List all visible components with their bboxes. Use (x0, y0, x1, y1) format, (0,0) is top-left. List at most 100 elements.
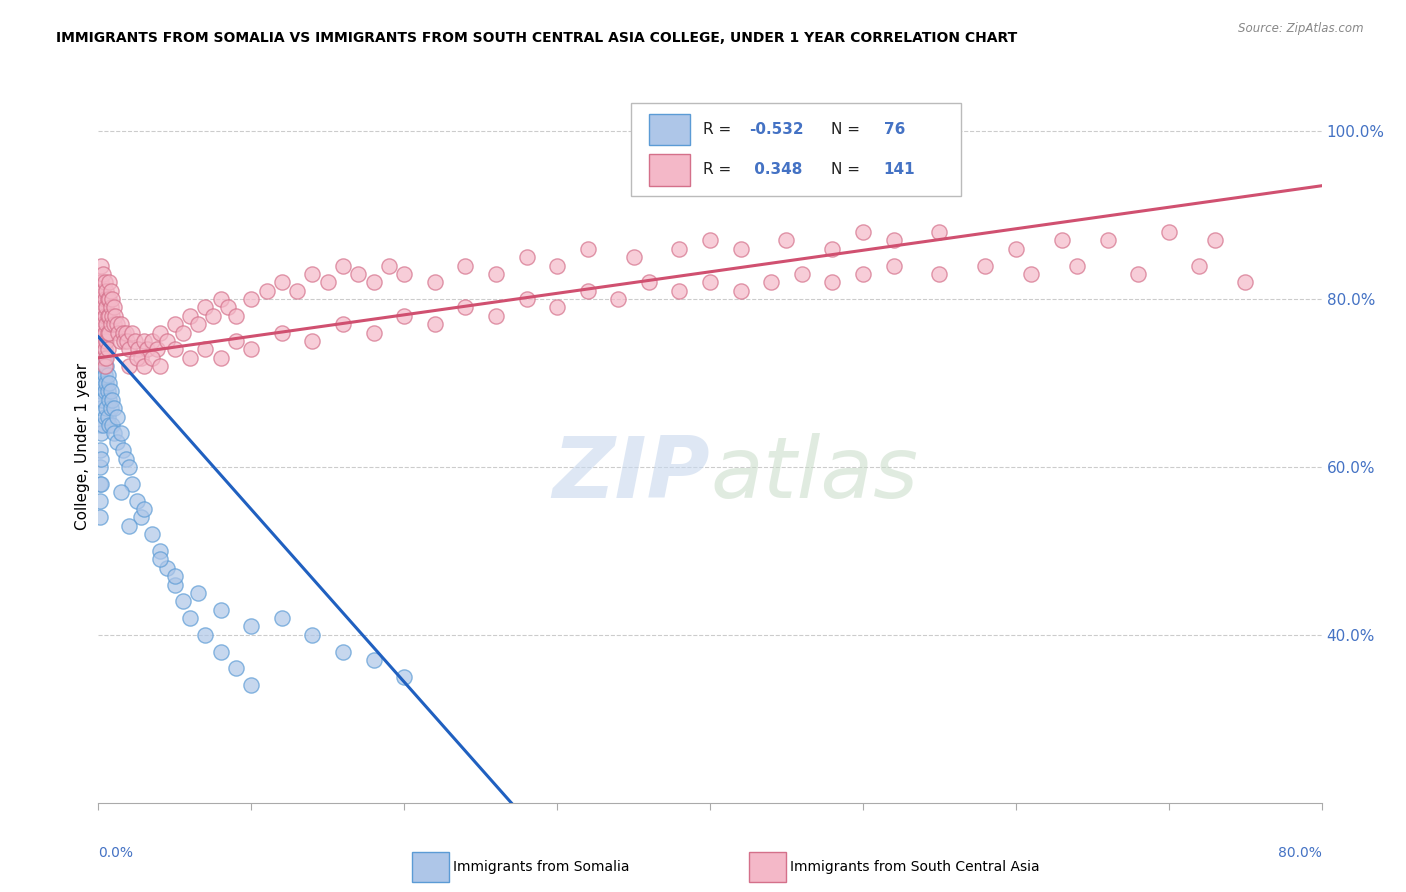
Point (485, 267, 508, 281)
Point (179, 611, 201, 625)
Point (129, 351, 152, 365)
Point (111, 443, 134, 458)
Point (89, 292, 111, 306)
Point (301, 334, 323, 348)
Point (270, 275, 292, 289)
Point (163, 343, 186, 357)
Point (97, 343, 120, 357)
Point (115, 451, 138, 466)
Point (423, 318, 446, 332)
Point (94, 318, 117, 332)
Point (118, 460, 141, 475)
Point (115, 326, 138, 340)
Point (225, 661, 247, 675)
Point (134, 334, 156, 348)
Point (110, 426, 132, 441)
FancyBboxPatch shape (648, 114, 690, 145)
Point (101, 417, 124, 432)
Point (98, 309, 121, 323)
Point (141, 351, 163, 365)
Point (94, 301, 117, 315)
Point (145, 343, 167, 357)
Point (105, 434, 128, 449)
Point (118, 343, 141, 357)
Point (94, 351, 117, 365)
Point (1188, 259, 1211, 273)
Text: ZIP: ZIP (553, 433, 710, 516)
Point (759, 275, 782, 289)
Point (100, 284, 122, 298)
Text: R =: R = (703, 122, 735, 137)
Point (240, 292, 263, 306)
Point (97, 409, 120, 424)
Point (883, 233, 905, 247)
Point (821, 275, 844, 289)
Point (163, 577, 186, 591)
Point (172, 326, 194, 340)
Point (101, 392, 124, 407)
Point (124, 334, 146, 348)
Point (89, 275, 111, 289)
Point (852, 225, 875, 239)
Point (97, 326, 120, 340)
Point (89, 476, 111, 491)
Point (112, 334, 135, 348)
Text: N =: N = (831, 162, 865, 178)
Point (332, 318, 354, 332)
Point (121, 476, 143, 491)
Point (378, 259, 401, 273)
Point (149, 326, 172, 340)
Point (89, 510, 111, 524)
Point (187, 318, 209, 332)
Point (454, 301, 477, 315)
Point (97, 368, 120, 382)
Point (90, 426, 112, 441)
Y-axis label: College, Under 1 year: College, Under 1 year (75, 362, 90, 530)
Point (194, 301, 217, 315)
Point (90, 292, 112, 306)
Point (89, 309, 111, 323)
Point (91, 284, 114, 298)
Point (209, 292, 232, 306)
Point (94, 334, 117, 348)
Point (928, 225, 950, 239)
Point (97, 309, 120, 323)
Point (94, 376, 117, 390)
Text: Immigrants from Somalia: Immigrants from Somalia (453, 860, 630, 874)
Point (347, 267, 370, 281)
Point (332, 645, 354, 659)
Point (127, 343, 149, 357)
Point (100, 301, 122, 315)
Point (91, 417, 114, 432)
Point (240, 343, 263, 357)
Text: 80.0%: 80.0% (1278, 846, 1322, 860)
Point (225, 334, 247, 348)
Point (546, 259, 568, 273)
Point (105, 409, 128, 424)
Point (576, 284, 599, 298)
Point (149, 544, 172, 558)
Point (141, 527, 163, 541)
Point (668, 242, 690, 256)
Point (136, 343, 159, 357)
Point (623, 250, 645, 264)
Point (270, 326, 292, 340)
Point (91, 392, 114, 407)
Point (90, 334, 112, 348)
Point (225, 309, 247, 323)
Point (98, 292, 121, 306)
Point (454, 259, 477, 273)
Point (316, 275, 339, 289)
Point (163, 318, 186, 332)
Point (516, 250, 538, 264)
Point (730, 284, 752, 298)
Point (117, 334, 139, 348)
Point (111, 326, 134, 340)
Point (97, 292, 120, 306)
Point (90, 326, 112, 340)
Point (392, 309, 416, 323)
Point (90, 401, 112, 416)
Point (285, 284, 308, 298)
Point (91, 351, 114, 365)
Point (89, 343, 111, 357)
